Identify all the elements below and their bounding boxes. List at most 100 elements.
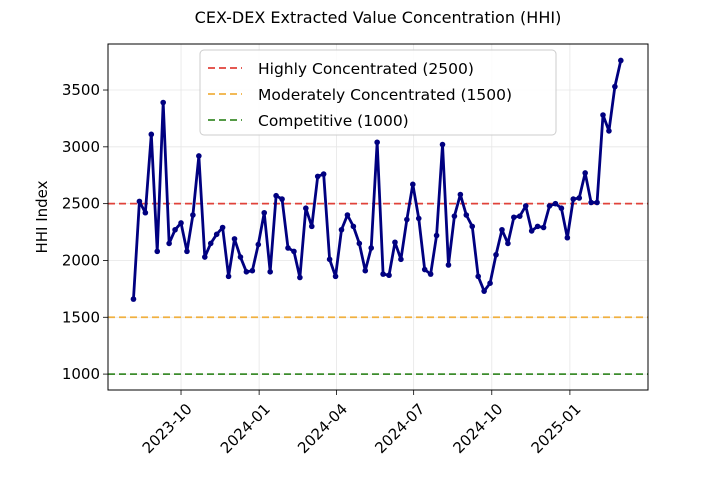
data-point [457,191,464,198]
data-point [475,273,481,280]
data-point [600,112,606,118]
legend-label: Competitive (1000) [258,112,409,130]
y-tick-label: 2500 [62,195,100,213]
data-point [522,203,529,209]
data-point [267,269,273,275]
data-point [410,181,416,188]
data-point [392,239,398,246]
data-point [207,240,214,247]
data-point [427,271,434,277]
data-point [285,245,291,251]
data-point [344,212,351,218]
data-point [558,205,565,211]
data-point [190,212,196,218]
data-point [570,196,577,202]
legend-box [199,49,557,136]
data-point [368,245,375,251]
data-point [338,226,345,233]
data-point [433,232,440,239]
data-point [386,272,392,279]
data-point [481,288,487,294]
data-point [178,220,184,226]
x-tick-label: 2024-01 [217,400,274,457]
data-point [308,223,315,230]
chart-title: CEX-DEX Extracted Value Concentration (H… [195,8,562,27]
data-point [166,240,172,247]
data-point [130,296,137,302]
data-point [451,213,458,219]
data-point [534,223,541,230]
y-tick-label: 2000 [62,251,100,269]
data-point [261,209,268,216]
data-point [362,267,369,274]
data-point [404,216,410,223]
y-tick-label: 3000 [62,138,100,156]
data-point [184,248,190,255]
data-point [249,267,256,274]
data-point [528,228,535,234]
data-point [142,209,149,216]
data-point [606,128,612,134]
data-point [279,196,285,202]
data-point [237,254,244,260]
x-tick-label: 2024-04 [294,400,351,457]
data-point [332,273,339,280]
data-point [320,171,327,177]
data-point [487,280,493,286]
data-point [225,273,232,280]
data-point [499,226,505,233]
data-point [493,251,499,258]
data-point [213,231,220,238]
legend-label: Moderately Concentrated (1500) [258,86,512,104]
y-tick-label: 1000 [62,365,100,383]
data-point [511,214,517,221]
y-tick-label: 1500 [62,308,100,326]
data-point [380,271,386,277]
data-point [243,269,250,275]
data-point [291,248,297,255]
data-point [505,240,511,247]
data-point [255,241,262,248]
data-point [154,248,161,255]
data-point [552,200,559,207]
data-point [196,153,202,159]
legend-label: Highly Concentrated (2500) [258,60,474,78]
data-point [582,170,588,176]
data-point [576,195,583,201]
data-point [445,262,452,268]
data-point [564,234,571,241]
data-point [594,199,600,206]
data-point [398,256,404,263]
y-tick-label: 3500 [62,81,100,99]
data-point [516,213,523,219]
y-axis-label: HHI Index [33,180,51,253]
data-point [273,192,279,199]
data-point [356,240,363,247]
data-point [160,99,166,106]
x-tick-label: 2024-10 [449,400,506,457]
x-tick-label: 2024-07 [371,400,428,457]
data-point [219,224,226,231]
data-point [439,141,446,148]
data-point [297,274,303,281]
data-point [421,266,428,273]
x-tick-label: 2025-01 [528,400,585,457]
data-point [303,205,309,211]
data-point [469,223,476,230]
data-point [588,199,594,206]
x-tick-label: 2023-10 [139,400,196,457]
data-point [612,83,618,90]
data-point [618,57,624,64]
data-point [172,226,178,233]
data-point [148,131,155,138]
data-point [374,139,380,146]
data-point [350,223,357,230]
data-point [314,173,321,180]
data-point [326,256,333,263]
data-point [546,203,553,209]
data-point [540,224,547,231]
legend: Highly Concentrated (2500) Moderately Con… [199,49,557,136]
data-point [231,236,238,242]
data-point [415,215,422,222]
